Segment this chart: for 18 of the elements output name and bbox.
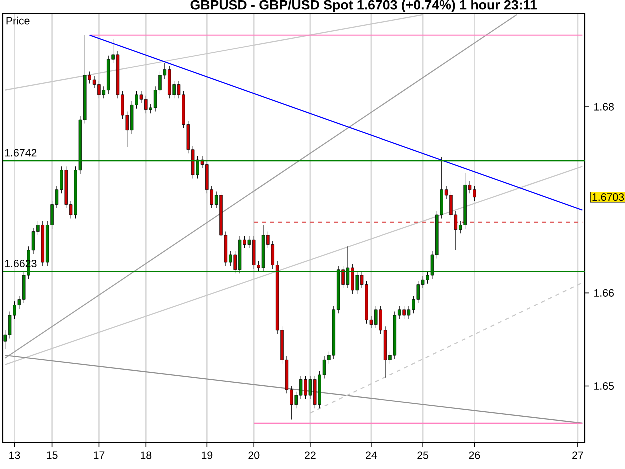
x-tick-label: 15 [47,452,58,460]
x-tick-label: 26 [469,452,480,460]
y-tick-label: 1.65 [594,382,614,390]
x-tick-label: 25 [418,452,429,460]
text: 1.6703 [592,194,624,202]
x-tick-label: 24 [366,452,378,460]
chart-title: GBPUSD - GBP/USD Spot 1.6703 (+0.74%) 1 hour 23:11 [190,0,538,12]
x-tick-label: 19 [202,452,213,460]
ref-line-label: 1.6742 [5,149,37,157]
y-axis-title: Price [6,16,30,25]
x-tick-label: 27 [572,452,584,460]
x-tick-label: 17 [94,452,105,460]
y-tick-label: 1.66 [594,289,614,297]
x-tick-label: 20 [248,452,260,460]
y-tick-label: 1.68 [594,103,614,111]
x-tick-label: 22 [305,452,316,460]
x-tick-label: 13 [10,452,20,460]
x-tick-label: 18 [141,452,152,460]
